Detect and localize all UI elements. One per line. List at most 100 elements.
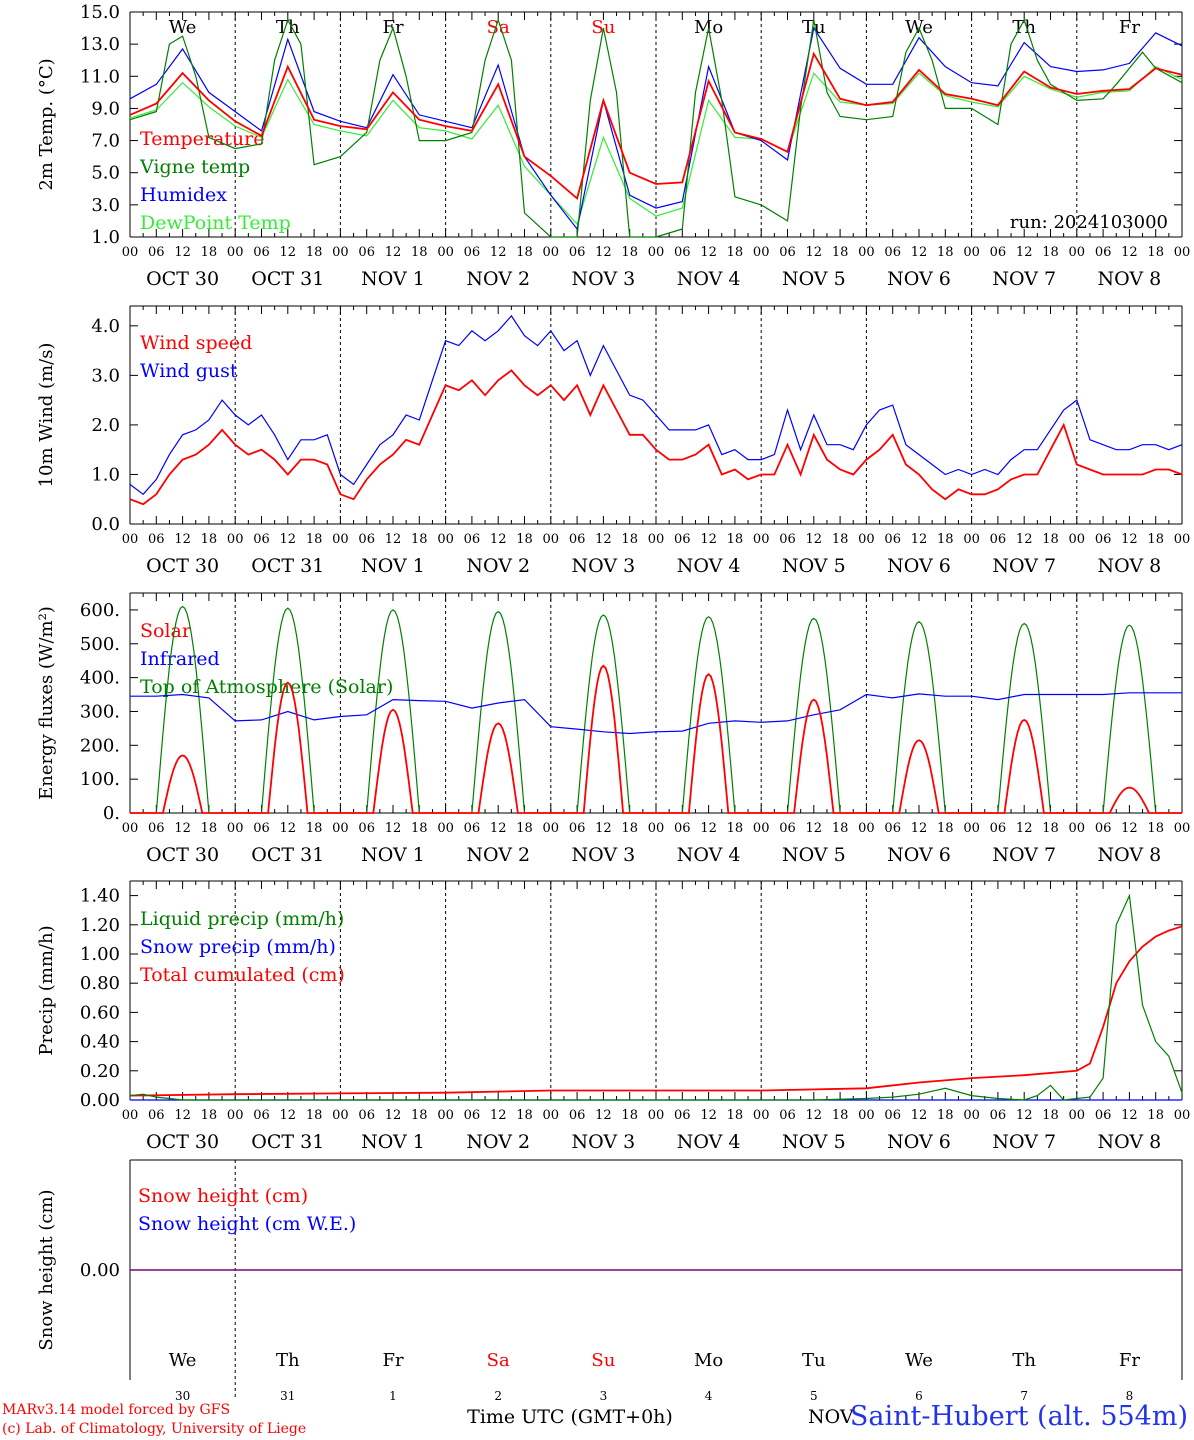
hour-tick-label: 06 [674, 245, 691, 260]
date-label: NOV 7 [992, 555, 1056, 577]
hour-tick-label: 00 [543, 821, 560, 836]
hour-tick-label: 12 [385, 532, 402, 547]
hour-tick-label: 06 [358, 245, 375, 260]
hour-tick-label: 06 [464, 1108, 481, 1123]
date-label: NOV 6 [887, 1131, 951, 1153]
legend-dewpoint-temp: DewPoint Temp [140, 212, 291, 234]
date-label: OCT 30 [146, 844, 219, 866]
date-label: NOV 2 [466, 555, 530, 577]
hour-tick-label: 12 [911, 1108, 928, 1123]
series-total-cumulated-cm- [129, 925, 1183, 1097]
y-tick-label: 5.0 [91, 163, 120, 184]
date-label: NOV 8 [1098, 268, 1162, 290]
hour-tick-label: 18 [306, 1108, 323, 1123]
weekday-label: Fr [1119, 1350, 1140, 1371]
hour-tick-label: 18 [1147, 1108, 1164, 1123]
hour-tick-label: 12 [1016, 1108, 1033, 1123]
date-label: NOV 8 [1098, 844, 1162, 866]
day-number-label: 5 [810, 1389, 818, 1403]
hour-tick-label: 12 [1121, 1108, 1138, 1123]
hour-tick-label: 12 [174, 245, 191, 260]
y-tick-label: 3.0 [91, 365, 120, 386]
y-axis-title: 2m Temp. (°C) [36, 58, 57, 190]
hour-tick-label: 06 [1095, 245, 1112, 260]
legend-liquid-precip-mm-h-: Liquid precip (mm/h) [140, 908, 344, 930]
date-label: NOV 5 [782, 555, 846, 577]
date-label: NOV 7 [992, 268, 1056, 290]
hour-tick-label: 06 [253, 821, 270, 836]
hour-tick-label: 06 [148, 245, 165, 260]
hour-tick-label: 12 [1121, 821, 1138, 836]
hour-tick-label: 00 [543, 532, 560, 547]
hour-tick-label: 00 [963, 1108, 980, 1123]
hour-tick-label: 12 [1016, 245, 1033, 260]
y-tick-label: 0.80 [80, 973, 120, 994]
hour-tick-label: 00 [122, 1108, 139, 1123]
legend-wind-speed: Wind speed [140, 332, 252, 354]
weekday-label: Mo [694, 17, 723, 38]
hour-tick-label: 06 [148, 532, 165, 547]
hour-tick-label: 00 [437, 245, 454, 260]
hour-tick-label: 06 [148, 1108, 165, 1123]
hour-tick-label: 00 [753, 1108, 770, 1123]
legend-vigne-temp: Vigne temp [139, 156, 250, 178]
hour-tick-label: 12 [911, 245, 928, 260]
x-axis-title: Time UTC (GMT+0h) [467, 1406, 673, 1428]
weekday-label: Fr [382, 1350, 403, 1371]
hour-tick-label: 12 [174, 532, 191, 547]
hour-tick-label: 12 [385, 245, 402, 260]
hour-tick-label: 00 [227, 532, 244, 547]
y-tick-label: 4.0 [91, 316, 120, 337]
date-label: NOV 6 [887, 555, 951, 577]
hour-tick-label: 06 [1095, 532, 1112, 547]
legend-infrared: Infrared [140, 648, 220, 670]
weekday-label: Th [276, 17, 300, 38]
hour-tick-label: 00 [122, 532, 139, 547]
hour-tick-label: 12 [490, 245, 507, 260]
hour-tick-label: 00 [963, 245, 980, 260]
hour-tick-label: 00 [648, 245, 665, 260]
date-label: OCT 31 [251, 844, 324, 866]
y-tick-label: 0. [103, 803, 120, 824]
hour-tick-label: 00 [1069, 821, 1086, 836]
series-vigne-temp [129, 18, 1183, 238]
hour-tick-label: 18 [306, 532, 323, 547]
date-label: NOV 1 [361, 555, 425, 577]
date-label: NOV 3 [572, 268, 636, 290]
day-number-label: 30 [175, 1389, 190, 1403]
hour-tick-label: 18 [1147, 821, 1164, 836]
hour-tick-label: 12 [911, 532, 928, 547]
hour-tick-label: 00 [1174, 245, 1191, 260]
hour-tick-label: 06 [1095, 821, 1112, 836]
hour-tick-label: 00 [1069, 245, 1086, 260]
hour-tick-label: 18 [1042, 245, 1059, 260]
hour-tick-label: 00 [858, 532, 875, 547]
date-label: OCT 30 [146, 268, 219, 290]
y-tick-label: 200. [80, 735, 120, 756]
legend-snow-precip-mm-h-: Snow precip (mm/h) [140, 936, 336, 958]
date-label: NOV 2 [466, 268, 530, 290]
y-tick-label: 1.20 [80, 915, 120, 936]
hour-tick-label: 06 [990, 1108, 1007, 1123]
weekday-label: Th [276, 1350, 300, 1371]
hour-tick-label: 18 [411, 245, 428, 260]
hour-tick-label: 00 [963, 532, 980, 547]
legend-solar: Solar [140, 620, 192, 642]
hour-tick-label: 18 [937, 821, 954, 836]
hour-tick-label: 12 [490, 1108, 507, 1123]
hour-tick-label: 00 [332, 532, 349, 547]
hour-tick-label: 12 [174, 821, 191, 836]
hour-tick-label: 12 [174, 1108, 191, 1123]
series-wind-gust [129, 314, 1183, 496]
series-wind-speed [129, 369, 1183, 506]
hour-tick-label: 06 [569, 532, 586, 547]
y-tick-label: 0.0 [91, 514, 120, 535]
hour-tick-label: 12 [385, 821, 402, 836]
legend-snow-height-cm-w-e-: Snow height (cm W.E.) [138, 1213, 356, 1235]
y-axis-title: Snow height (cm) [36, 1189, 57, 1350]
hour-tick-label: 06 [674, 821, 691, 836]
hour-tick-label: 06 [464, 532, 481, 547]
date-label: NOV 7 [992, 844, 1056, 866]
hour-tick-label: 12 [280, 532, 297, 547]
date-label: NOV 4 [677, 555, 741, 577]
